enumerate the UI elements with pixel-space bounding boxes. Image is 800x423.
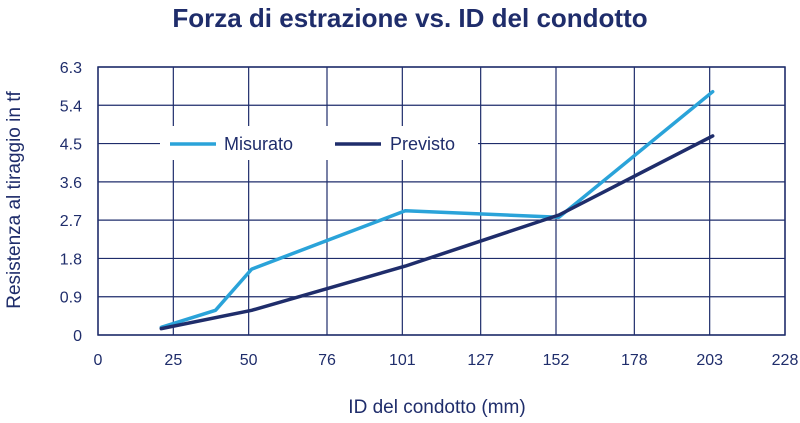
x-tick-label: 76 (318, 352, 336, 369)
y-tick-label: 2.7 (60, 213, 82, 230)
y-tick-label: 0.9 (60, 290, 82, 307)
series-line-previsto (159, 134, 715, 331)
x-tick-label: 228 (772, 352, 799, 369)
series-line-misurato (159, 89, 715, 330)
x-tick-label: 178 (621, 352, 648, 369)
x-tick-label: 152 (543, 352, 570, 369)
chart-title: Forza di estrazione vs. ID del condotto (172, 3, 647, 33)
x-axis-label: ID del condotto (mm) (348, 397, 525, 418)
x-tick-label: 25 (164, 352, 182, 369)
legend: Misurato Previsto (160, 126, 478, 160)
y-tick-label: 3.6 (60, 175, 82, 192)
x-tick-label: 101 (389, 352, 416, 369)
legend-label-previsto: Previsto (390, 134, 455, 154)
x-tick-label: 50 (240, 352, 258, 369)
y-tick-label: 0 (73, 328, 82, 345)
y-axis-ticks: 0 0.9 1.8 2.7 3.6 4.5 5.4 6.3 (60, 60, 82, 345)
y-tick-label: 6.3 (60, 60, 82, 77)
x-tick-label: 203 (696, 352, 723, 369)
y-axis-label: Resistenza al tiraggio in tf (4, 91, 25, 309)
x-axis-ticks: 0 25 50 76 101 127 152 178 203 228 (94, 352, 799, 369)
legend-label-misurato: Misurato (224, 134, 293, 154)
grid-lines (97, 66, 786, 336)
y-tick-label: 5.4 (60, 98, 82, 115)
x-tick-label: 127 (467, 352, 494, 369)
x-tick-label: 0 (94, 352, 103, 369)
plot-frame (97, 66, 786, 336)
y-tick-label: 1.8 (60, 251, 82, 268)
series-lines (159, 89, 715, 331)
y-tick-label: 4.5 (60, 137, 82, 154)
